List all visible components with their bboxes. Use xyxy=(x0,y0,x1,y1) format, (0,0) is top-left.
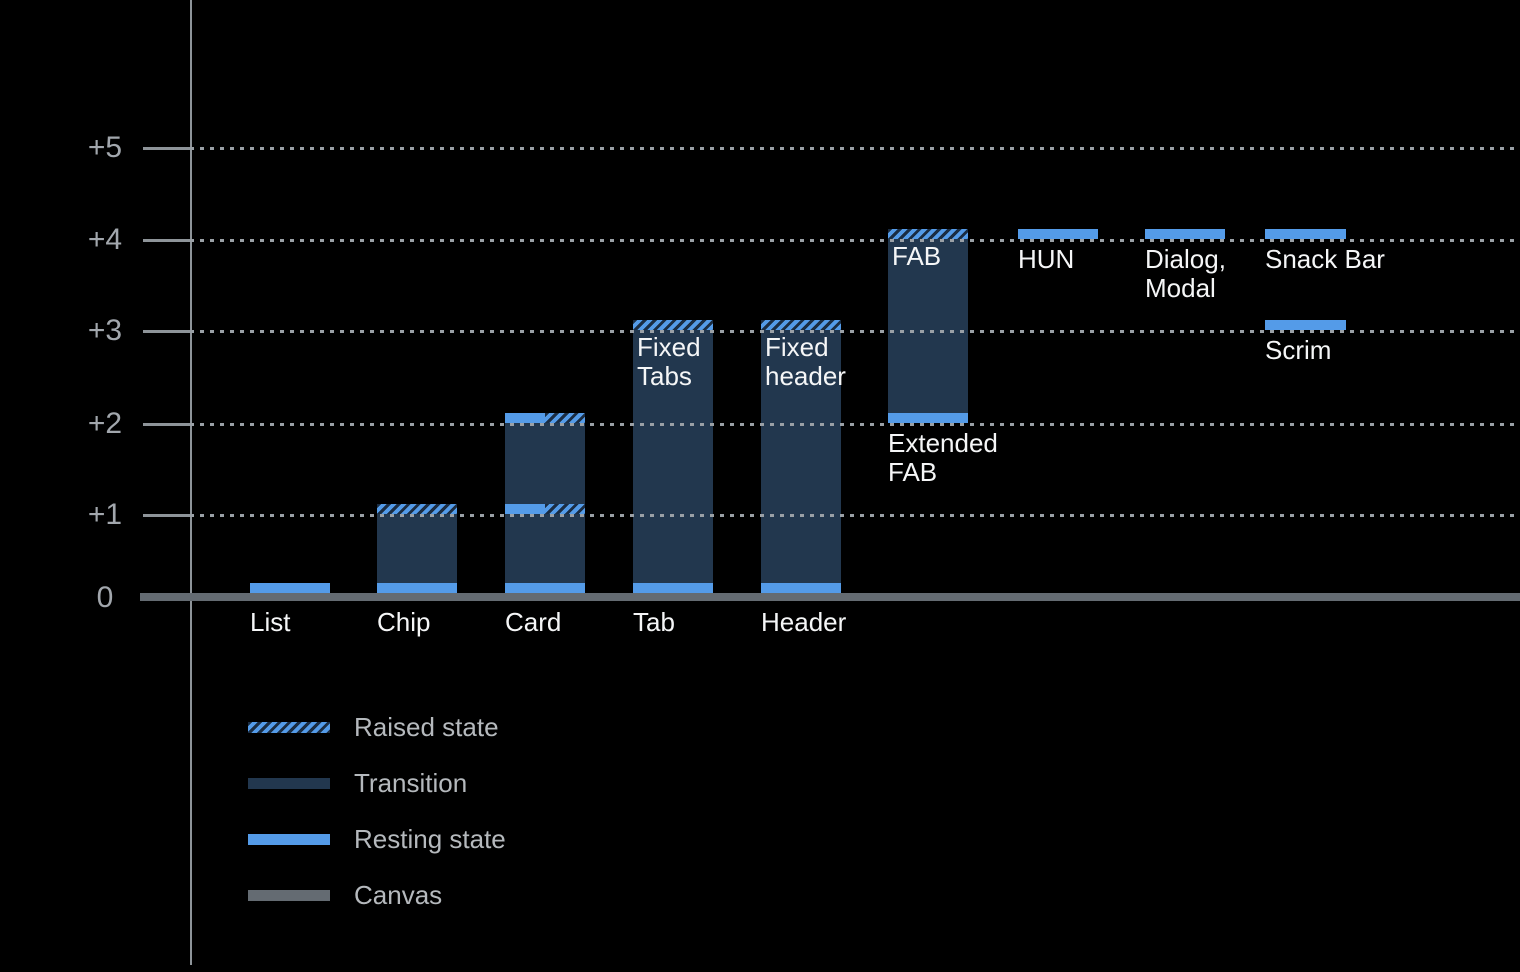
legend-swatch-resting xyxy=(248,833,330,845)
y-tick-+3 xyxy=(143,330,190,333)
bar-scrim-segment-resting xyxy=(1265,320,1346,330)
bar-card-segment-resting-raised xyxy=(505,413,585,423)
gridline-+5 xyxy=(190,147,1520,150)
legend-row-raised: Raised state xyxy=(248,699,506,755)
bar-inner-label-fab: FAB xyxy=(892,242,941,271)
bar-inner-label-line: Fixed xyxy=(765,332,829,362)
y-tick-label-+5: +5 xyxy=(87,131,123,164)
bar-tab-segment-raised xyxy=(633,320,713,330)
bar-inner-label-line: FAB xyxy=(892,241,942,271)
canvas-baseline xyxy=(140,593,1520,601)
y-tick-+2 xyxy=(143,423,190,426)
gridline-+3 xyxy=(190,330,1520,333)
legend-row-canvas: Canvas xyxy=(248,867,506,923)
bar-below-label-line: HUN xyxy=(1018,244,1075,274)
raised-half xyxy=(545,413,585,423)
bar-header-segment-resting xyxy=(761,583,841,593)
resting-half xyxy=(505,504,545,514)
bar-card-segment-resting-raised xyxy=(505,504,585,514)
bar-label-tab: Tab xyxy=(633,607,675,637)
bar-inner-label-header: Fixed header xyxy=(765,333,846,391)
bar-below-label-line: Snack Bar xyxy=(1265,244,1385,274)
bar-below-label-line: Extended xyxy=(888,428,998,458)
bar-fab-segment-raised xyxy=(888,229,968,239)
bar-inner-label-line: Tabs xyxy=(637,361,692,391)
bar-header-segment-raised xyxy=(761,320,841,330)
gridline-+1 xyxy=(190,514,1520,517)
bar-label-header: Header xyxy=(761,607,847,637)
bar-below-label-fab: Extended FAB xyxy=(888,429,998,487)
legend-row-resting: Resting state xyxy=(248,811,506,867)
resting-half xyxy=(505,413,545,423)
bar-below-label-line: Modal xyxy=(1145,273,1216,303)
gridline-+4 xyxy=(190,239,1520,242)
bar-list-segment-resting xyxy=(250,583,330,593)
bar-tab-segment-resting xyxy=(633,583,713,593)
y-tick-+5 xyxy=(143,147,190,150)
bar-snack-bar-segment-resting xyxy=(1265,229,1346,239)
bar-chip-segment-transition xyxy=(377,514,457,583)
bar-hun-segment-resting xyxy=(1018,229,1098,239)
bar-below-label-scrim: Scrim xyxy=(1265,336,1331,365)
bar-inner-label-line: Fixed xyxy=(637,332,701,362)
bar-below-label-line: Scrim xyxy=(1265,335,1332,365)
y-tick-+1 xyxy=(143,514,190,517)
y-tick-label-+2: +2 xyxy=(87,407,123,440)
bar-below-label-snack-bar: Snack Bar xyxy=(1265,245,1385,274)
bar-card-segment-transition xyxy=(505,514,585,583)
legend-swatch-raised xyxy=(248,721,330,733)
y-tick-label-+4: +4 xyxy=(87,223,123,256)
bar-inner-label-tab: Fixed Tabs xyxy=(637,333,701,391)
y-tick-label-+3: +3 xyxy=(87,314,123,347)
y-axis-line xyxy=(190,0,192,965)
bar-label-list: List xyxy=(250,607,291,637)
bar-label-card: Card xyxy=(505,607,562,637)
bar-label-chip: Chip xyxy=(377,607,431,637)
y-tick-label-0: 0 xyxy=(96,581,114,614)
bar-tab-segment-transition xyxy=(633,330,713,583)
raised-half xyxy=(545,504,585,514)
bar-card-segment-transition xyxy=(505,423,585,504)
legend-label: Raised state xyxy=(354,711,499,742)
legend-swatch-transition xyxy=(248,777,330,789)
legend: Raised state Transition Resting state Canva… xyxy=(248,699,506,923)
gridline-+2 xyxy=(190,423,1520,426)
legend-label: Resting state xyxy=(354,823,506,854)
bar-dialog-modal-segment-resting xyxy=(1145,229,1225,239)
bar-below-label-hun: HUN xyxy=(1018,245,1074,274)
y-tick-+4 xyxy=(143,239,190,242)
bar-chip-segment-resting xyxy=(377,583,457,593)
bar-fab-segment-resting xyxy=(888,413,968,423)
y-tick-label-+1: +1 xyxy=(87,498,123,531)
legend-row-transition: Transition xyxy=(248,755,506,811)
bar-below-label-line: Dialog, xyxy=(1145,244,1226,274)
bar-below-label-dialog-modal: Dialog, Modal xyxy=(1145,245,1226,303)
legend-label: Transition xyxy=(354,767,468,798)
bar-below-label-line: FAB xyxy=(888,457,938,487)
bar-header-segment-transition xyxy=(761,330,841,583)
bar-inner-label-line: header xyxy=(765,361,846,391)
legend-label: Canvas xyxy=(354,879,443,910)
bar-chip-segment-raised xyxy=(377,504,457,514)
bar-fab-segment-transition xyxy=(888,239,968,413)
bar-card-segment-resting xyxy=(505,583,585,593)
legend-swatch-canvas xyxy=(248,889,330,901)
